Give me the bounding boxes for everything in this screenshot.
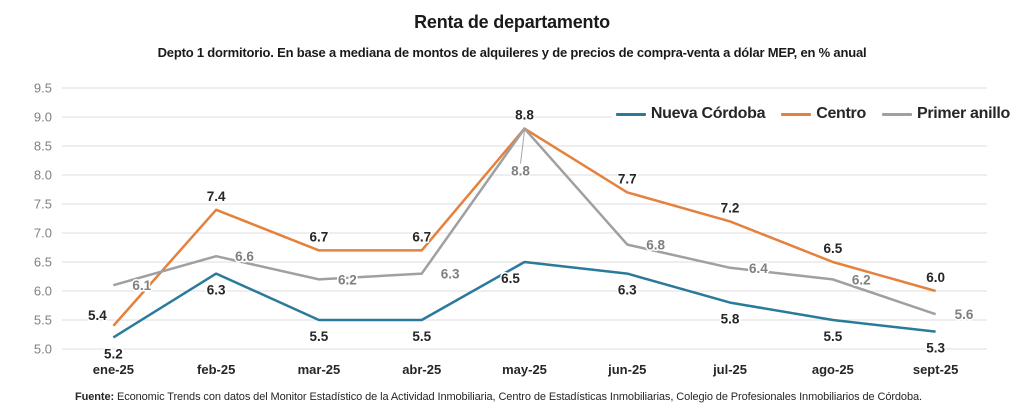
data-label-centro: 6.7 bbox=[310, 229, 329, 244]
data-label-centro: 7.2 bbox=[721, 200, 740, 215]
legend-label: Primer anillo bbox=[916, 105, 1010, 122]
y-axis-tick-label: 6.0 bbox=[34, 284, 52, 299]
data-label-primer-anillo: 6.6 bbox=[235, 249, 254, 264]
x-axis-tick-label: jul-25 bbox=[712, 362, 747, 377]
x-axis-tick-label: ago-25 bbox=[812, 362, 854, 377]
data-label-nueva-cordoba: 6.3 bbox=[618, 283, 637, 298]
data-label-primer-anillo: 6.2 bbox=[852, 272, 871, 287]
data-label-nueva-cordoba: 6.5 bbox=[501, 271, 520, 286]
source-label: Fuente: bbox=[75, 391, 115, 403]
legend-item-nueva-cordoba: Nueva Córdoba bbox=[615, 105, 766, 123]
data-label-nueva-cordoba: 5.3 bbox=[926, 341, 945, 356]
y-axis-tick-label: 8.5 bbox=[34, 139, 52, 154]
data-label-centro: 7.4 bbox=[207, 189, 226, 204]
data-label-nueva-cordoba: 6.3 bbox=[207, 283, 226, 298]
data-label-centro: 8.8 bbox=[515, 108, 534, 123]
y-axis-tick-label: 6.5 bbox=[34, 255, 52, 270]
y-axis-tick-label: 5.0 bbox=[34, 342, 52, 357]
legend-line-icon bbox=[781, 112, 812, 116]
data-label-nueva-cordoba: 5.8 bbox=[721, 312, 740, 327]
series-line-nueva-cordoba bbox=[112, 260, 936, 339]
data-label-centro: 6.0 bbox=[926, 270, 945, 285]
x-axis-tick-label: may-25 bbox=[502, 362, 547, 377]
data-label-nueva-cordoba: 5.5 bbox=[412, 329, 431, 344]
series-line-centro bbox=[112, 127, 936, 327]
legend: Nueva Córdoba Centro Primer anillo bbox=[611, 103, 1014, 125]
data-label-primer-anillo: 6.3 bbox=[441, 267, 460, 282]
legend-line-icon bbox=[615, 112, 646, 116]
data-label-nueva-cordoba: 5.5 bbox=[310, 329, 329, 344]
x-axis-tick-label: feb-25 bbox=[197, 362, 235, 377]
y-axis-tick-label: 7.5 bbox=[34, 197, 52, 212]
label-leader-line bbox=[520, 130, 525, 164]
series-line-primer-anillo bbox=[113, 127, 937, 316]
data-label-primer-anillo: 6.1 bbox=[132, 278, 151, 293]
y-axis-tick-label: 9.5 bbox=[34, 81, 52, 96]
data-label-centro: 6.5 bbox=[823, 241, 842, 256]
legend-item-primer-anillo: Primer anillo bbox=[881, 105, 1010, 123]
data-label-primer-anillo: 8.8 bbox=[511, 164, 530, 179]
data-label-primer-anillo: 6.4 bbox=[749, 261, 768, 276]
source-text: Economic Trends con datos del Monitor Es… bbox=[114, 391, 922, 403]
data-label-primer-anillo: 5.6 bbox=[955, 307, 974, 322]
data-label-centro: 6.7 bbox=[412, 229, 431, 244]
data-label-centro: 5.4 bbox=[88, 308, 107, 323]
x-axis-tick-label: jun-25 bbox=[607, 362, 646, 377]
source-note: Fuente: Economic Trends con datos del Mo… bbox=[75, 391, 995, 403]
y-axis-tick-label: 7.0 bbox=[34, 226, 52, 241]
data-label-primer-anillo: 6.2 bbox=[338, 272, 357, 287]
data-label-nueva-cordoba: 5.5 bbox=[823, 329, 842, 344]
legend-item-centro: Centro bbox=[781, 105, 866, 123]
legend-label: Nueva Córdoba bbox=[650, 105, 766, 122]
x-axis-tick-label: sept-25 bbox=[913, 362, 959, 377]
y-axis-tick-label: 5.5 bbox=[34, 313, 52, 328]
data-label-nueva-cordoba: 5.2 bbox=[104, 346, 123, 361]
legend-line-icon bbox=[881, 112, 912, 116]
data-label-primer-anillo: 6.8 bbox=[646, 238, 665, 253]
x-axis-tick-label: mar-25 bbox=[298, 362, 341, 377]
y-axis-tick-label: 8.0 bbox=[34, 168, 52, 183]
data-label-centro: 7.7 bbox=[618, 171, 637, 186]
x-axis-tick-label: abr-25 bbox=[402, 362, 441, 377]
chart-title: Renta de departamento bbox=[414, 12, 610, 32]
chart-subtitle: Depto 1 dormitorio. En base a mediana de… bbox=[157, 45, 867, 60]
legend-label: Centro bbox=[816, 105, 866, 122]
y-axis-tick-label: 9.0 bbox=[34, 110, 52, 125]
x-axis-tick-label: ene-25 bbox=[93, 362, 134, 377]
